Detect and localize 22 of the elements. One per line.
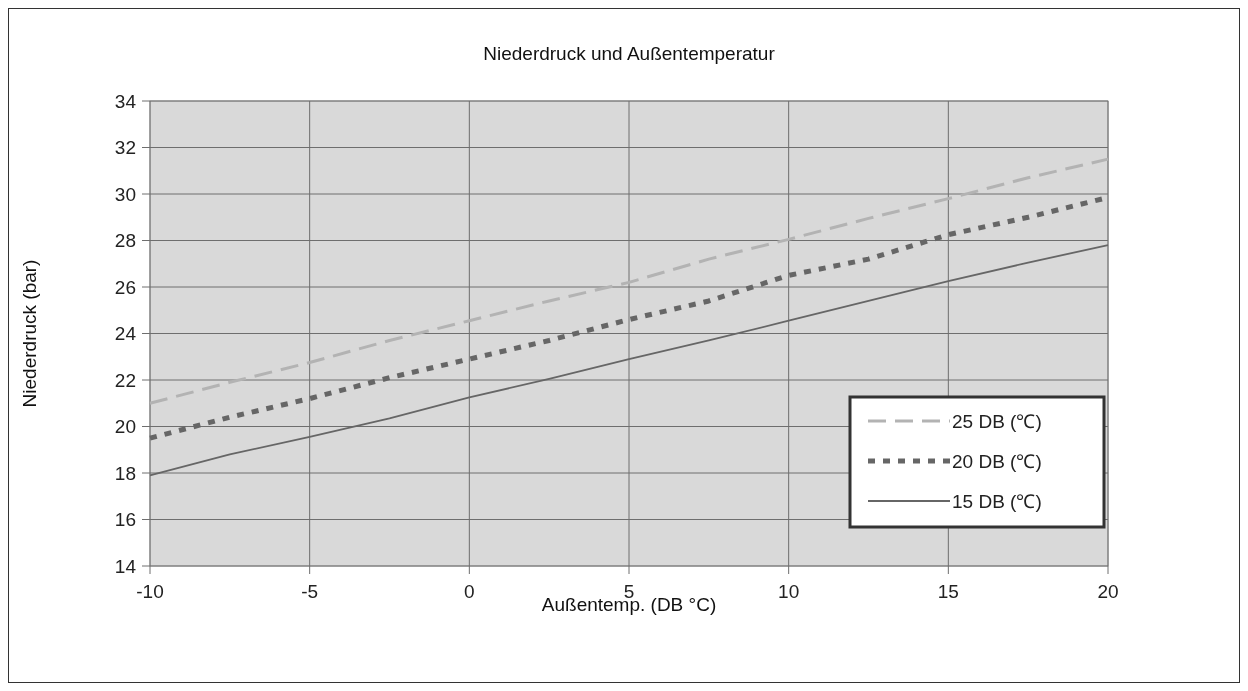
y-tick-label: 16: [114, 509, 136, 531]
legend-label: 20 DB (℃): [952, 450, 1042, 472]
x-tick-label: 0: [464, 581, 475, 602]
x-tick-label: -5: [301, 581, 319, 602]
y-tick-label: 22: [114, 369, 136, 391]
y-axis-title: Niederdruck (bar): [19, 259, 40, 408]
y-tick-label: 20: [114, 416, 136, 438]
y-tick-label: 34: [114, 90, 137, 112]
y-tick-label: 18: [114, 462, 136, 484]
y-tick-label: 26: [114, 276, 136, 298]
x-tick-label: 20: [1097, 581, 1119, 602]
legend-label: 25 DB (℃): [952, 410, 1042, 432]
x-tick-label: -10: [136, 581, 164, 602]
y-tick-label: 32: [114, 137, 136, 159]
y-tick-label: 14: [114, 555, 137, 577]
x-tick-label: 10: [778, 581, 800, 602]
legend-label: 15 DB (℃): [952, 490, 1042, 512]
y-tick-label: 24: [114, 323, 137, 345]
x-tick-label: 15: [937, 581, 959, 602]
y-tick-label: 28: [114, 230, 136, 252]
chart-title: Niederdruck und Außentemperatur: [483, 43, 776, 64]
y-tick-label: 30: [114, 183, 136, 205]
